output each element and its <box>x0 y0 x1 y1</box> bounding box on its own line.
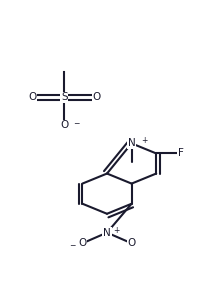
Text: N: N <box>128 138 135 148</box>
Text: O: O <box>28 92 36 103</box>
Text: +: + <box>113 226 120 234</box>
Text: O: O <box>60 120 68 130</box>
Text: F: F <box>178 148 184 159</box>
Text: O: O <box>92 92 100 103</box>
Text: N: N <box>103 228 111 237</box>
Text: S: S <box>61 92 67 103</box>
Text: −: − <box>70 241 76 250</box>
Text: −: − <box>73 120 79 129</box>
Text: +: + <box>141 136 147 145</box>
Text: O: O <box>78 238 86 248</box>
Text: O: O <box>128 238 136 248</box>
